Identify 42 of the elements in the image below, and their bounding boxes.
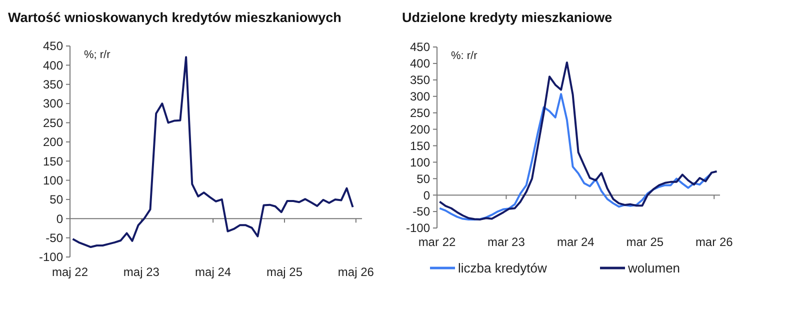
x-tick-label: maj 23 [123,265,160,279]
y-tick-label: -50 [46,231,64,246]
y-tick-label: 100 [42,173,64,188]
y-tick-label: 50 [416,172,430,186]
y-tick-label: -100 [406,221,430,236]
y-tick-label: -100 [38,250,64,264]
x-tick-label: mar 24 [556,235,595,249]
y-tick-label: 150 [410,138,430,153]
y-tick-label: 350 [42,78,64,92]
x-tick-label: maj 24 [195,265,232,279]
y-tick-label: 400 [42,58,64,72]
line-series [438,93,712,220]
line-series [438,61,718,220]
y-tick-label: 200 [42,135,64,150]
x-tick-label: maj 26 [338,265,374,279]
y-tick-label: 250 [42,116,64,130]
x-tick-label: mar 26 [695,235,734,249]
y-tick-label: 0 [423,188,430,202]
y-tick-label: -50 [412,204,430,219]
y-tick-label: 0 [56,212,64,226]
y-axis-title: %; r/r [84,49,111,61]
chart-title: Udzielone kredyty mieszkaniowe [402,10,613,25]
legend-label: wolumen [627,260,680,276]
y-tick-label: 50 [50,192,64,207]
y-tick-label: 300 [42,96,64,111]
y-tick-label: 450 [42,39,64,54]
y-tick-label: 300 [410,90,430,104]
legend-label: liczba kredytów [458,260,548,276]
y-tick-label: 100 [410,155,430,170]
x-tick-label: maj 25 [266,265,303,279]
x-tick-label: maj 22 [52,265,88,279]
x-tick-label: mar 22 [418,235,456,249]
y-axis-title: %: r/r [451,50,478,62]
chart-title: Wartość wnioskowanych kredytów mieszkaniowych [8,10,342,25]
y-tick-label: 400 [410,56,430,71]
x-tick-label: mar 25 [626,235,664,249]
y-tick-label: 450 [410,40,430,54]
y-tick-label: 200 [410,122,430,136]
x-tick-label: mar 23 [488,235,526,249]
y-tick-label: 350 [410,73,430,88]
y-tick-label: 250 [410,106,430,120]
y-tick-label: 150 [42,154,64,168]
